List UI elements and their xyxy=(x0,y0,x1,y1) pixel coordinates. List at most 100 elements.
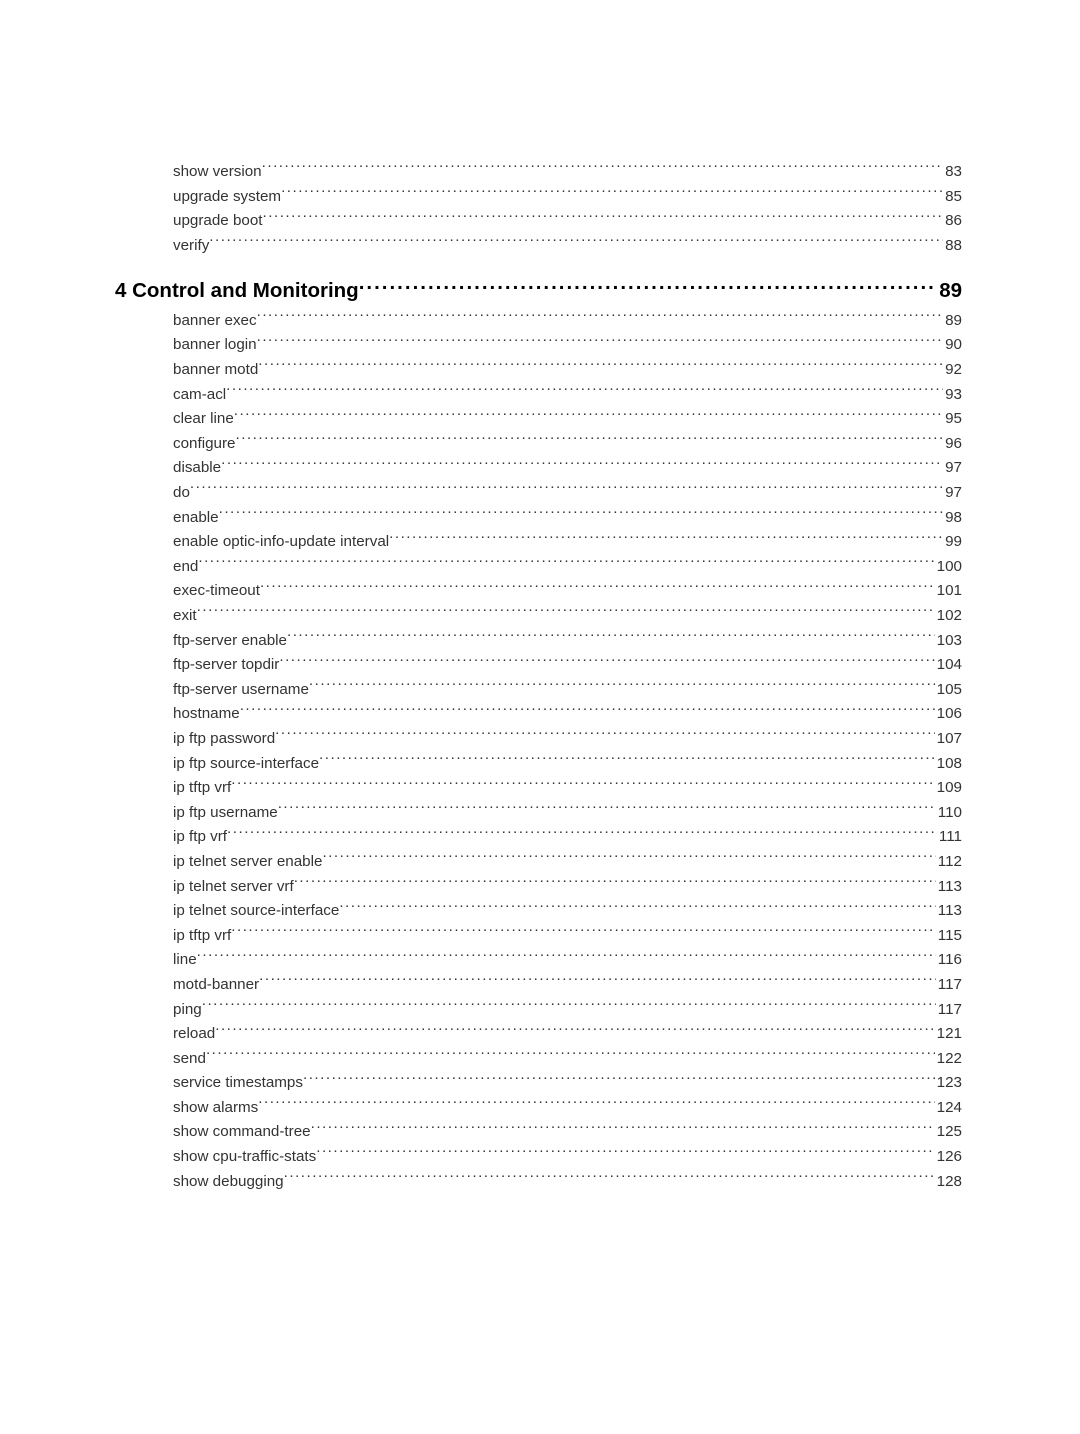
toc-entry-page: 122 xyxy=(935,1047,962,1072)
toc-leader-dots xyxy=(281,185,943,200)
toc-leader-dots xyxy=(198,556,934,571)
toc-sub-entry: ip ftp password107 xyxy=(115,727,962,752)
toc-entry-label: hostname xyxy=(173,702,240,727)
toc-leader-dots xyxy=(190,482,943,497)
toc-entry-label: disable xyxy=(173,456,221,481)
toc-leader-dots xyxy=(259,974,936,989)
toc-sub-entry: ip ftp username110 xyxy=(115,801,962,826)
toc-leader-dots xyxy=(303,1072,935,1087)
toc-entry-label: show cpu-traffic-stats xyxy=(173,1145,316,1170)
toc-sub-entry: ip tftp vrf 115 xyxy=(115,924,962,949)
toc-leader-dots xyxy=(231,925,936,940)
toc-sub-entry: enable optic-info-update interval 99 xyxy=(115,530,962,555)
toc-entry-label: end xyxy=(173,555,198,580)
toc-entry-page: 117 xyxy=(936,973,962,998)
toc-leader-dots xyxy=(197,949,936,964)
toc-entry-page: 102 xyxy=(935,604,962,629)
toc-entry-label: ip ftp source-interface xyxy=(173,752,319,777)
toc-entry-page: 106 xyxy=(935,702,962,727)
toc-sub-entry: cam-acl93 xyxy=(115,383,962,408)
toc-entry-page: 113 xyxy=(936,875,962,900)
toc-entry-label: banner motd xyxy=(173,358,258,383)
toc-entry-page: 123 xyxy=(935,1071,962,1096)
toc-leader-dots xyxy=(209,235,943,250)
toc-leader-dots xyxy=(197,605,935,620)
toc-leader-dots xyxy=(339,900,935,915)
toc-leader-dots xyxy=(221,457,943,472)
toc-leader-dots xyxy=(235,433,943,448)
toc-sub-entry: clear line95 xyxy=(115,407,962,432)
toc-entry-label: ip tftp vrf xyxy=(173,924,231,949)
toc-entry-page: 115 xyxy=(936,924,962,949)
toc-entry-page: 88 xyxy=(943,234,962,259)
toc-leader-dots xyxy=(309,679,935,694)
toc-entry-label: cam-acl xyxy=(173,383,226,408)
toc-sub-entry: banner exec 89 xyxy=(115,309,962,334)
toc-entry-label: do xyxy=(173,481,190,506)
toc-entry-page: 109 xyxy=(935,776,962,801)
toc-sub-entry: do 97 xyxy=(115,481,962,506)
toc-entry-label: ip ftp password xyxy=(173,727,275,752)
toc-entry-page: 124 xyxy=(935,1096,962,1121)
toc-entry-page: 105 xyxy=(935,678,962,703)
toc-entry-page: 89 xyxy=(943,309,962,334)
toc-sub-entry: ip tftp vrf 109 xyxy=(115,776,962,801)
toc-leader-dots xyxy=(262,161,943,176)
toc-leader-dots xyxy=(322,851,935,866)
toc-entry-label: enable optic-info-update interval xyxy=(173,530,389,555)
toc-sub-entry: ip telnet server enable112 xyxy=(115,850,962,875)
toc-entry-page: 97 xyxy=(943,456,962,481)
toc-leader-dots xyxy=(279,654,934,669)
toc-leader-dots xyxy=(215,1023,934,1038)
toc-sub-entry: ip telnet source-interface113 xyxy=(115,899,962,924)
toc-entry-page: 101 xyxy=(935,579,962,604)
toc-entry-page: 104 xyxy=(935,653,962,678)
toc-leader-dots xyxy=(240,703,935,718)
toc-entry-page: 111 xyxy=(937,825,962,850)
toc-sub-entry: banner login90 xyxy=(115,333,962,358)
toc-sub-entry: disable 97 xyxy=(115,456,962,481)
toc-entry-label: ip telnet server vrf xyxy=(173,875,294,900)
toc-sub-entry: banner motd92 xyxy=(115,358,962,383)
toc-leader-dots xyxy=(226,383,943,398)
toc-entry-label: reload xyxy=(173,1022,215,1047)
toc-leader-dots xyxy=(275,728,935,743)
toc-entry-page: 116 xyxy=(936,948,962,973)
toc-leader-dots xyxy=(359,276,937,297)
toc-leader-dots xyxy=(278,802,936,817)
toc-entry-label: show command-tree xyxy=(173,1120,311,1145)
toc-entry-label: show debugging xyxy=(173,1170,284,1195)
toc-leader-dots xyxy=(294,875,936,890)
toc-entry-label: ip telnet source-interface xyxy=(173,899,339,924)
toc-leader-dots xyxy=(311,1121,935,1136)
toc-page: show version83upgrade system85upgrade bo… xyxy=(0,0,1080,1194)
toc-entry-page: 110 xyxy=(936,801,962,826)
toc-leader-dots xyxy=(202,998,936,1013)
toc-entry-label: ip tftp vrf xyxy=(173,776,231,801)
toc-sub-entry: hostname 106 xyxy=(115,702,962,727)
toc-entry-label: ftp-server username xyxy=(173,678,309,703)
toc-entry-page: 108 xyxy=(935,752,962,777)
toc-entry-page: 97 xyxy=(943,481,962,506)
toc-entry-label: send xyxy=(173,1047,206,1072)
toc-entry-label: banner exec xyxy=(173,309,257,334)
toc-entry-page: 85 xyxy=(943,185,962,210)
toc-entry-label: verify xyxy=(173,234,209,259)
toc-entry-page: 90 xyxy=(943,333,962,358)
toc-entry-page: 89 xyxy=(937,277,962,305)
toc-sub-entry: configure96 xyxy=(115,432,962,457)
toc-entry-page: 98 xyxy=(943,506,962,531)
toc-leader-dots xyxy=(257,334,943,349)
toc-entry-label: configure xyxy=(173,432,235,457)
toc-sub-entry: ftp-server enable103 xyxy=(115,629,962,654)
toc-entry-page: 99 xyxy=(943,530,962,555)
toc-entry-label: upgrade boot xyxy=(173,209,263,234)
toc-sub-entry: ip telnet server vrf 113 xyxy=(115,875,962,900)
toc-sub-entry: show cpu-traffic-stats126 xyxy=(115,1145,962,1170)
toc-sub-entry: line116 xyxy=(115,948,962,973)
toc-leader-dots xyxy=(316,1146,934,1161)
toc-entry-page: 117 xyxy=(936,998,962,1023)
toc-sub-entry: show debugging128 xyxy=(115,1170,962,1195)
toc-entry-page: 100 xyxy=(935,555,962,580)
toc-entry-label: show version xyxy=(173,160,262,185)
